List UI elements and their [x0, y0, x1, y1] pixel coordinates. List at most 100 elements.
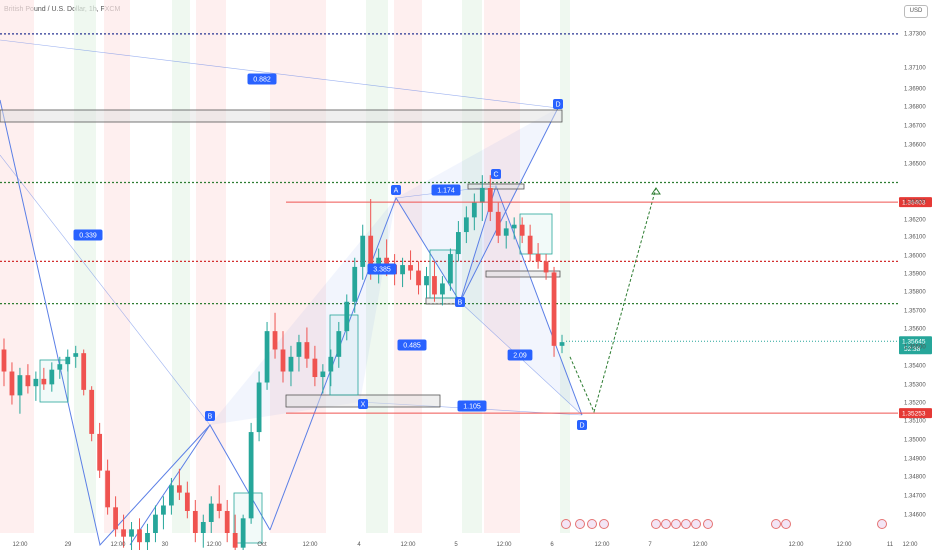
ratio-badge: [507, 349, 533, 361]
zone-box: [485, 270, 561, 278]
price-tick-label: 1.35500: [904, 345, 926, 351]
candle: [559, 334, 565, 354]
candle: [145, 523, 150, 550]
candle: [153, 505, 158, 543]
pattern-fill: [460, 186, 582, 415]
candle-body: [527, 235, 533, 255]
pattern-fill: [210, 198, 396, 425]
consolidation-box: [233, 492, 263, 544]
ratio-label: 3.385: [373, 267, 391, 274]
candle-body: [97, 433, 103, 471]
economic-events[interactable]: [561, 519, 887, 529]
pattern-labels: B X A B C D D 0.882 0.339 1.174 3.385 0.485 2.09 1.10…: [73, 73, 587, 430]
time-tick-label: 12:00: [836, 542, 852, 548]
event-flag-icon: [703, 519, 713, 529]
event-flag-icon: [691, 519, 701, 529]
candle-body: [376, 257, 382, 269]
candle-body: [455, 232, 461, 255]
candle-body: [304, 342, 310, 359]
event-flag-icon: [575, 519, 585, 529]
price-tick-label: 1.34900: [904, 457, 926, 463]
candle-body: [416, 270, 421, 286]
event-flag-icon: [587, 519, 597, 529]
candle-body: [320, 371, 326, 378]
candle-body: [248, 432, 254, 519]
candle-body: [25, 375, 31, 387]
candle-body: [224, 510, 230, 533]
candle: [487, 175, 493, 222]
candle: [1, 338, 7, 387]
candle-body: [272, 331, 278, 350]
ratio-badge: [367, 263, 397, 275]
candle: [495, 202, 501, 244]
candle-body: [216, 503, 222, 511]
candle-body: [360, 235, 366, 267]
candle-body: [368, 235, 374, 269]
candle-body: [408, 265, 413, 271]
pattern-point-badge: [491, 169, 501, 179]
price-tick-label: 1.35300: [904, 383, 926, 389]
candle-body: [200, 521, 206, 533]
candle: [184, 481, 190, 519]
pattern-ratio-line: [0, 39, 559, 109]
price-tick-label: 1.36700: [904, 124, 926, 130]
time-tick-label: 29: [65, 542, 72, 548]
time-tick-label: 12:00: [12, 542, 28, 548]
time-tick-label: 7: [648, 542, 652, 548]
time-axis[interactable]: 12:00 29 12:00 30 12:00 Oct 12:00 4 12:00 5 12:00 6…: [12, 542, 918, 548]
ratio-label: 0.339: [79, 233, 97, 240]
projection-path: [569, 187, 657, 414]
pattern-leg: [129, 424, 211, 546]
candle-body: [184, 492, 190, 511]
candle-body: [280, 349, 286, 372]
candle-body: [73, 353, 79, 357]
ratio-label: 2.09: [513, 353, 527, 360]
pattern-leg: [0, 99, 271, 547]
price-tag: [899, 197, 932, 208]
price-tick-label: 1.36600: [904, 143, 926, 149]
candle: [248, 422, 254, 524]
price-tick-label: 1.37300: [904, 32, 926, 38]
ratio-badge: [457, 400, 487, 412]
candle: [360, 224, 366, 280]
candle: [192, 499, 198, 543]
candle: [463, 206, 469, 244]
candle: [232, 514, 238, 550]
event-flag-icon: [781, 519, 791, 529]
symbol-title: British Pound / U.S. Dollar, 1h, FXCM: [4, 6, 121, 13]
ratio-label: 0.882: [253, 77, 271, 84]
candle: [328, 349, 334, 387]
price-tick-label: 1.35200: [904, 401, 926, 407]
pattern-point-label: D: [555, 102, 560, 109]
price-levels: [286, 201, 898, 414]
candle-body: [264, 331, 270, 383]
currency-button[interactable]: USD: [904, 5, 928, 18]
time-tick-label: 12:00: [594, 542, 610, 548]
event-flag-icon: [651, 519, 661, 529]
candle: [416, 261, 421, 295]
pattern-point-badge: [553, 99, 563, 109]
candle: [336, 321, 342, 368]
ratio-badge: [247, 73, 277, 85]
candle: [535, 243, 541, 269]
candle: [320, 364, 326, 394]
candle: [208, 496, 214, 533]
candle-body: [352, 266, 358, 302]
price-tag: [899, 408, 932, 419]
harmonic-pattern: [0, 39, 661, 547]
candle-body: [129, 529, 134, 537]
pattern-point-badge: [205, 411, 215, 421]
candle: [352, 257, 358, 313]
zone-box: [0, 109, 563, 123]
time-tick-label: 11: [887, 542, 894, 548]
price-tick-label: 1.34800: [904, 475, 926, 481]
candle: [200, 514, 206, 548]
time-tick-label: 4: [357, 542, 361, 548]
time-tick-label: 12:00: [692, 542, 708, 548]
candle-body: [1, 349, 7, 372]
price-tick-label: 1.35800: [904, 290, 926, 296]
pattern-point-badge: [455, 297, 465, 307]
price-tag-label: 1.35645: [902, 339, 926, 346]
